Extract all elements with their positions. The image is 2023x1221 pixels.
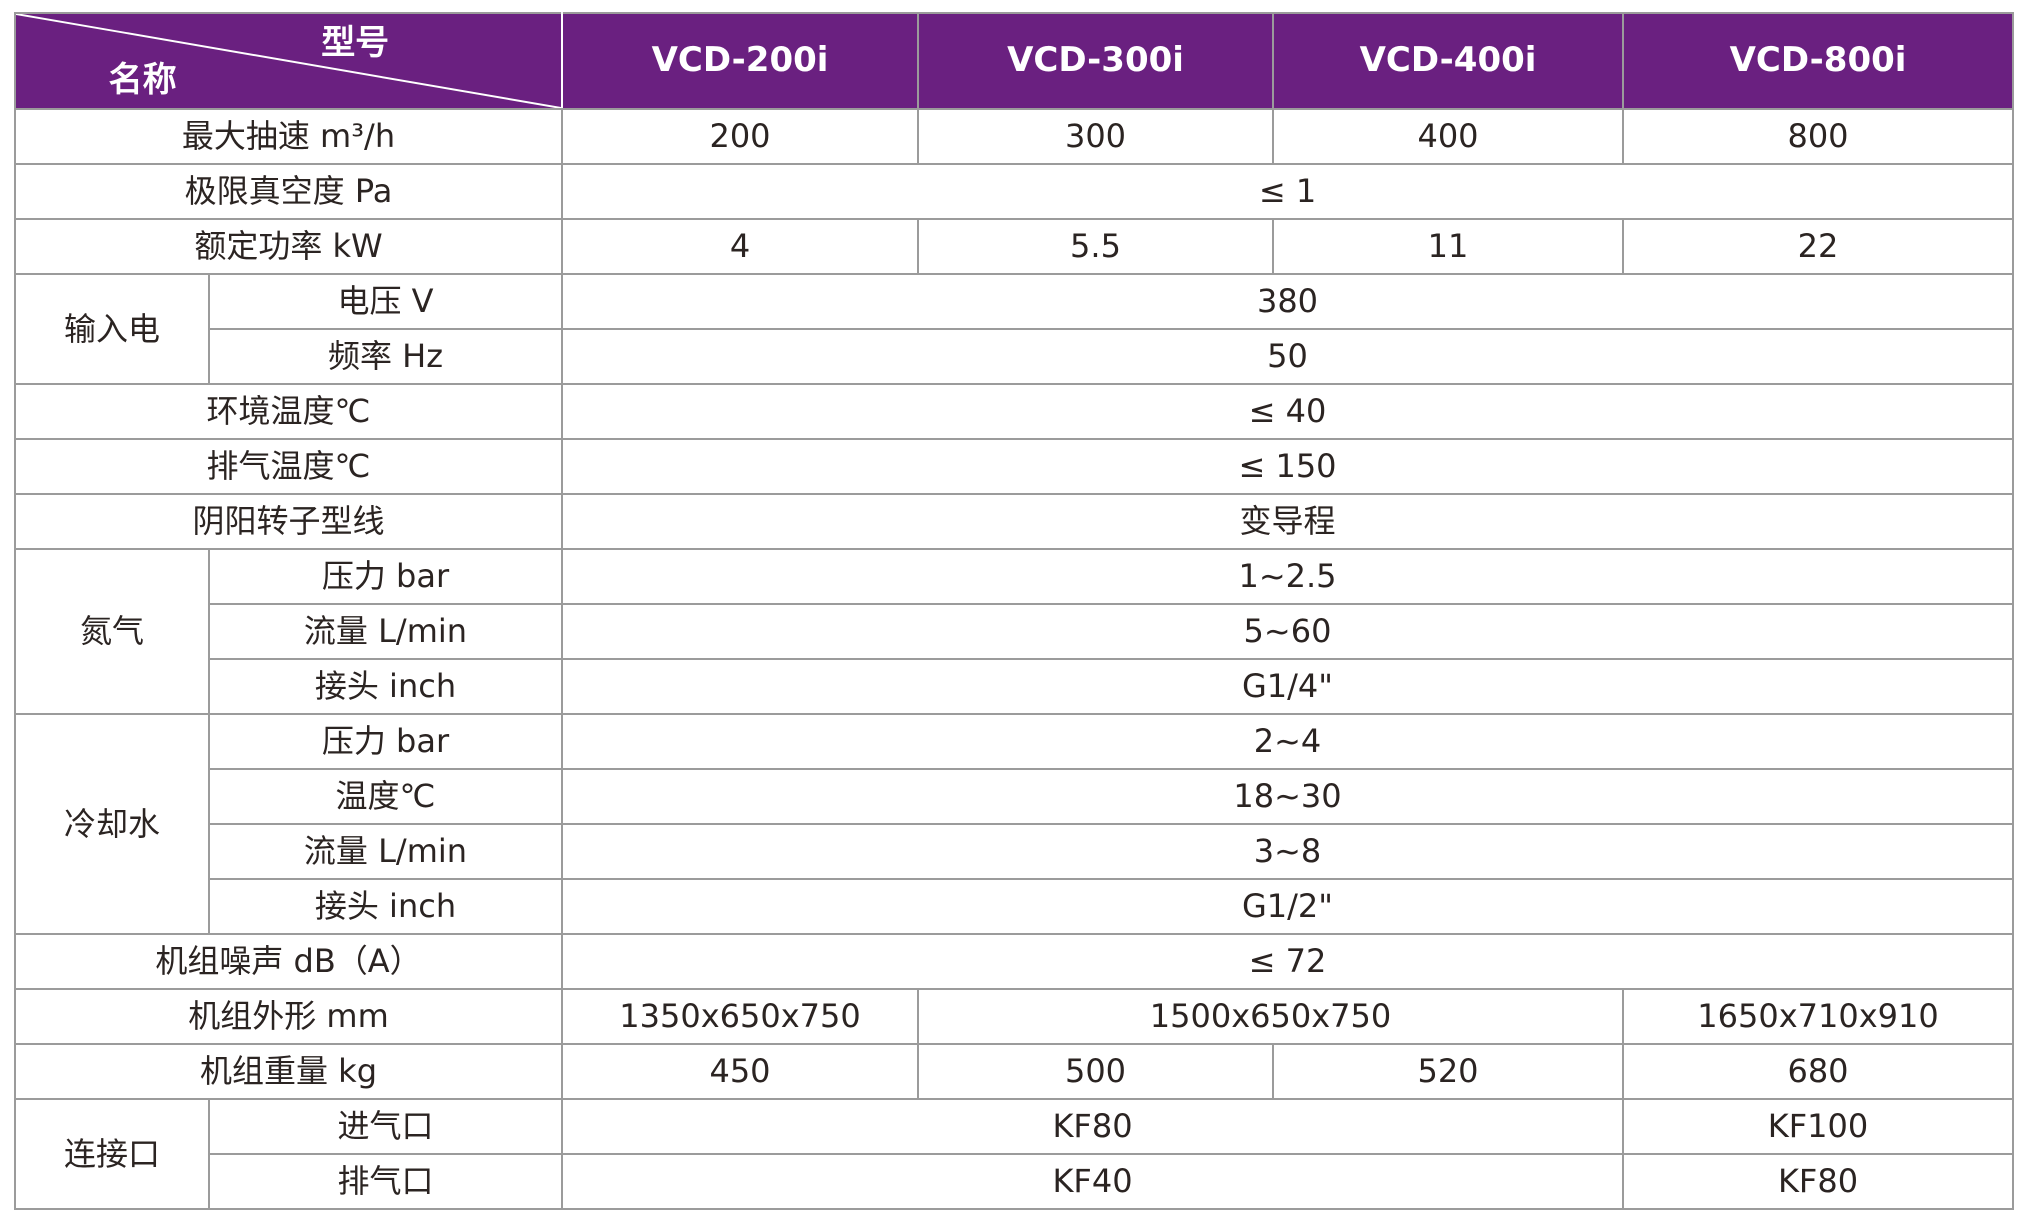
value-weight-300i: 500	[917, 1043, 1274, 1100]
value-water-pressure: 2~4	[561, 713, 2014, 770]
row-inlet: 连接口 进气口 KF80 KF100	[14, 1098, 2014, 1210]
label-ultimate-vacuum: 极限真空度 Pa	[14, 163, 563, 220]
corner-label-name: 名称	[108, 59, 177, 100]
value-weight-200i: 450	[561, 1043, 919, 1100]
header-corner-cell: 型号 名称	[14, 12, 563, 110]
label-outlet: 排气口	[208, 1153, 563, 1210]
label-rotor-profile: 阴阳转子型线	[14, 493, 563, 550]
value-dimensions-800i: 1650x710x910	[1622, 988, 2014, 1045]
row-nitrogen-flow: 流量 L/min 5~60	[15, 603, 2014, 660]
value-ultimate-vacuum: ≤ 1	[561, 163, 2014, 220]
row-frequency: 频率 Hz 50	[15, 328, 2014, 385]
label-nitrogen-flow: 流量 L/min	[208, 603, 563, 660]
value-inlet-200i-400i: KF80	[561, 1098, 1624, 1155]
label-ambient-temperature: 环境温度℃	[14, 383, 563, 440]
label-nitrogen-pressure: 压力 bar	[208, 548, 563, 605]
value-rotor-profile: 变导程	[561, 493, 2014, 550]
row-rotor-profile: 阴阳转子型线 变导程	[14, 493, 2014, 550]
value-water-connector: G1/2"	[561, 878, 2014, 935]
row-weight: 机组重量 kg 450 500 520 680	[14, 1043, 2014, 1100]
value-outlet-800i: KF80	[1622, 1153, 2014, 1210]
label-max-pumping-speed: 最大抽速 m³/h	[14, 108, 563, 165]
value-outlet-200i-400i: KF40	[561, 1153, 1624, 1210]
value-nitrogen-connector: G1/4"	[561, 658, 2014, 715]
label-rated-power: 额定功率 kW	[14, 218, 563, 275]
row-water-temperature: 温度℃ 18~30	[15, 768, 2014, 825]
row-ultimate-vacuum: 极限真空度 Pa ≤ 1	[14, 163, 2014, 220]
value-water-flow: 3~8	[561, 823, 2014, 880]
value-rated-power-400i: 11	[1272, 218, 1624, 275]
value-inlet-800i: KF100	[1622, 1098, 2014, 1155]
value-max-speed-400i: 400	[1272, 108, 1624, 165]
row-nitrogen-connector: 接头 inch G1/4"	[15, 658, 2014, 715]
row-water-flow: 流量 L/min 3~8	[15, 823, 2014, 880]
row-max-pumping-speed: 最大抽速 m³/h 200 300 400 800	[14, 108, 2014, 165]
row-exhaust-temperature: 排气温度℃ ≤ 150	[14, 438, 2014, 495]
corner-label-model: 型号	[321, 23, 390, 63]
value-exhaust-temperature: ≤ 150	[561, 438, 2014, 495]
group-label-cooling-water: 冷却水	[14, 713, 210, 935]
label-noise: 机组噪声 dB（A）	[14, 933, 563, 990]
header-model-vcd-400i: VCD-400i	[1272, 12, 1624, 110]
header-model-vcd-200i: VCD-200i	[561, 12, 919, 110]
header-row: 型号 名称 VCD-200i VCD-300i VCD-400i VCD-800…	[14, 12, 2014, 110]
label-weight: 机组重量 kg	[14, 1043, 563, 1100]
header-model-vcd-300i: VCD-300i	[917, 12, 1274, 110]
row-dimensions: 机组外形 mm 1350x650x750 1500x650x750 1650x7…	[14, 988, 2014, 1045]
value-rated-power-300i: 5.5	[917, 218, 1274, 275]
value-ambient-temperature: ≤ 40	[561, 383, 2014, 440]
label-inlet: 进气口	[208, 1098, 563, 1155]
label-water-pressure: 压力 bar	[208, 713, 563, 770]
row-water-pressure: 冷却水 压力 bar 2~4	[14, 713, 2014, 935]
label-water-flow: 流量 L/min	[208, 823, 563, 880]
value-weight-800i: 680	[1622, 1043, 2014, 1100]
value-water-temperature: 18~30	[561, 768, 2014, 825]
corner-diagonal-line	[17, 15, 560, 107]
row-outlet: 排气口 KF40 KF80	[15, 1153, 2014, 1210]
group-label-nitrogen: 氮气	[14, 548, 210, 715]
label-water-temperature: 温度℃	[208, 768, 563, 825]
label-exhaust-temperature: 排气温度℃	[14, 438, 563, 495]
row-ambient-temperature: 环境温度℃ ≤ 40	[14, 383, 2014, 440]
label-dimensions: 机组外形 mm	[14, 988, 563, 1045]
label-frequency: 频率 Hz	[208, 328, 563, 385]
value-weight-400i: 520	[1272, 1043, 1624, 1100]
row-water-connector: 接头 inch G1/2"	[15, 878, 2014, 935]
value-frequency: 50	[561, 328, 2014, 385]
group-label-connections: 连接口	[14, 1098, 210, 1210]
spec-table: 型号 名称 VCD-200i VCD-300i VCD-400i VCD-800…	[14, 12, 2014, 1210]
header-model-vcd-800i: VCD-800i	[1622, 12, 2014, 110]
value-voltage: 380	[561, 273, 2014, 330]
value-dimensions-300i-400i: 1500x650x750	[917, 988, 1624, 1045]
value-noise: ≤ 72	[561, 933, 2014, 990]
value-dimensions-200i: 1350x650x750	[561, 988, 919, 1045]
value-rated-power-800i: 22	[1622, 218, 2014, 275]
row-rated-power: 额定功率 kW 4 5.5 11 22	[14, 218, 2014, 275]
row-voltage: 输入电 电压 V 380	[14, 273, 2014, 385]
value-max-speed-300i: 300	[917, 108, 1274, 165]
group-label-input-power: 输入电	[14, 273, 210, 385]
row-nitrogen-pressure: 氮气 压力 bar 1~2.5	[14, 548, 2014, 715]
value-nitrogen-flow: 5~60	[561, 603, 2014, 660]
row-noise: 机组噪声 dB（A） ≤ 72	[14, 933, 2014, 990]
value-max-speed-200i: 200	[561, 108, 919, 165]
label-water-connector: 接头 inch	[208, 878, 563, 935]
value-max-speed-800i: 800	[1622, 108, 2014, 165]
label-voltage: 电压 V	[208, 273, 563, 330]
value-rated-power-200i: 4	[561, 218, 919, 275]
label-nitrogen-connector: 接头 inch	[208, 658, 563, 715]
value-nitrogen-pressure: 1~2.5	[561, 548, 2014, 605]
